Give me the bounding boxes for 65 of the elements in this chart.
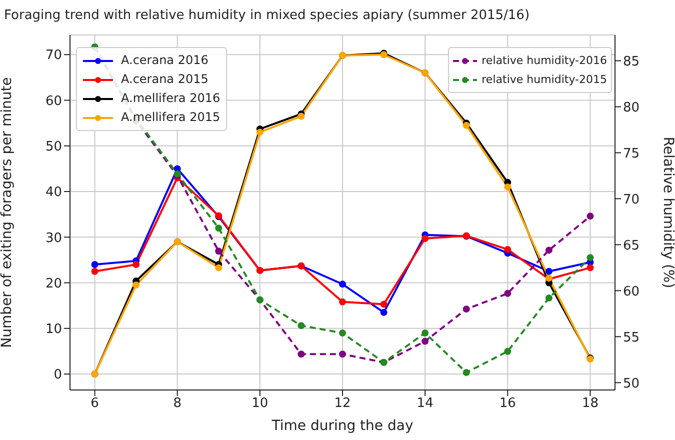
y2-tick-label: 75 [623, 146, 640, 162]
y-tick-label: 10 [45, 322, 62, 338]
x-tick-label: 8 [173, 396, 182, 412]
point [132, 261, 140, 268]
point [256, 128, 264, 136]
legend-label: relative humidity-2015 [482, 72, 607, 88]
point [462, 369, 470, 376]
y2-tick-label: 70 [623, 192, 640, 208]
point [380, 308, 388, 316]
y2-tick-label: 55 [623, 330, 640, 346]
y-tick-label: 30 [45, 230, 62, 246]
point [545, 246, 552, 254]
y-tick-label: 60 [45, 94, 62, 109]
point [339, 329, 346, 336]
point [504, 183, 512, 190]
y2-tick-label: 65 [623, 238, 640, 254]
point [422, 338, 429, 345]
point [298, 112, 305, 120]
point [215, 264, 222, 272]
point [91, 268, 98, 275]
x-axis-title: Time during the day [270, 418, 414, 434]
x-tick-label: 12 [334, 396, 351, 412]
y-tick-label: 70 [45, 48, 62, 64]
y2-axis-title: Relative humidity (%) [660, 136, 675, 288]
point [504, 290, 512, 297]
point [545, 294, 552, 302]
point [380, 300, 388, 308]
point [339, 280, 346, 288]
x-tick-label: 14 [416, 396, 434, 412]
point [504, 246, 512, 253]
x-tick-label: 10 [252, 396, 268, 412]
point [545, 268, 552, 275]
point [215, 224, 222, 232]
y-tick-label: 0 [54, 368, 62, 383]
legend-label: A.mellifera 2016 [121, 90, 220, 107]
point [422, 329, 429, 336]
y2-tick-label: 60 [623, 284, 640, 300]
point [215, 248, 222, 255]
point [462, 306, 470, 313]
legend-label: A.cerana 2015 [121, 71, 208, 88]
point [339, 350, 346, 358]
legend-label: relative humidity-2016 [482, 53, 607, 69]
point [586, 264, 594, 272]
point [91, 261, 98, 268]
point [298, 322, 305, 330]
y2-tick-label: 85 [623, 54, 640, 70]
y-tick-label: 40 [45, 185, 62, 200]
chart-title: Foraging trend with relative humidity in mixed species apiary (summer 2015/16) [3, 8, 531, 23]
point [339, 298, 346, 306]
x-tick-label: 6 [90, 396, 99, 412]
point [504, 348, 512, 355]
legend-label: A.cerana 2016 [121, 52, 208, 69]
y-axis-title: Number of exiting foragers per minute [0, 77, 15, 348]
point [132, 282, 140, 289]
y-tick-label: 50 [45, 139, 62, 154]
x-tick-label: 16 [499, 396, 516, 412]
point [586, 254, 594, 262]
legend-label: A.mellifera 2015 [121, 109, 220, 126]
x-tick-label: 18 [582, 396, 598, 412]
y2-tick-label: 50 [623, 376, 640, 392]
y-tick-label: 20 [45, 276, 62, 292]
point [586, 212, 594, 220]
y2-tick-label: 80 [623, 100, 640, 116]
point [422, 235, 429, 242]
point [298, 350, 305, 358]
